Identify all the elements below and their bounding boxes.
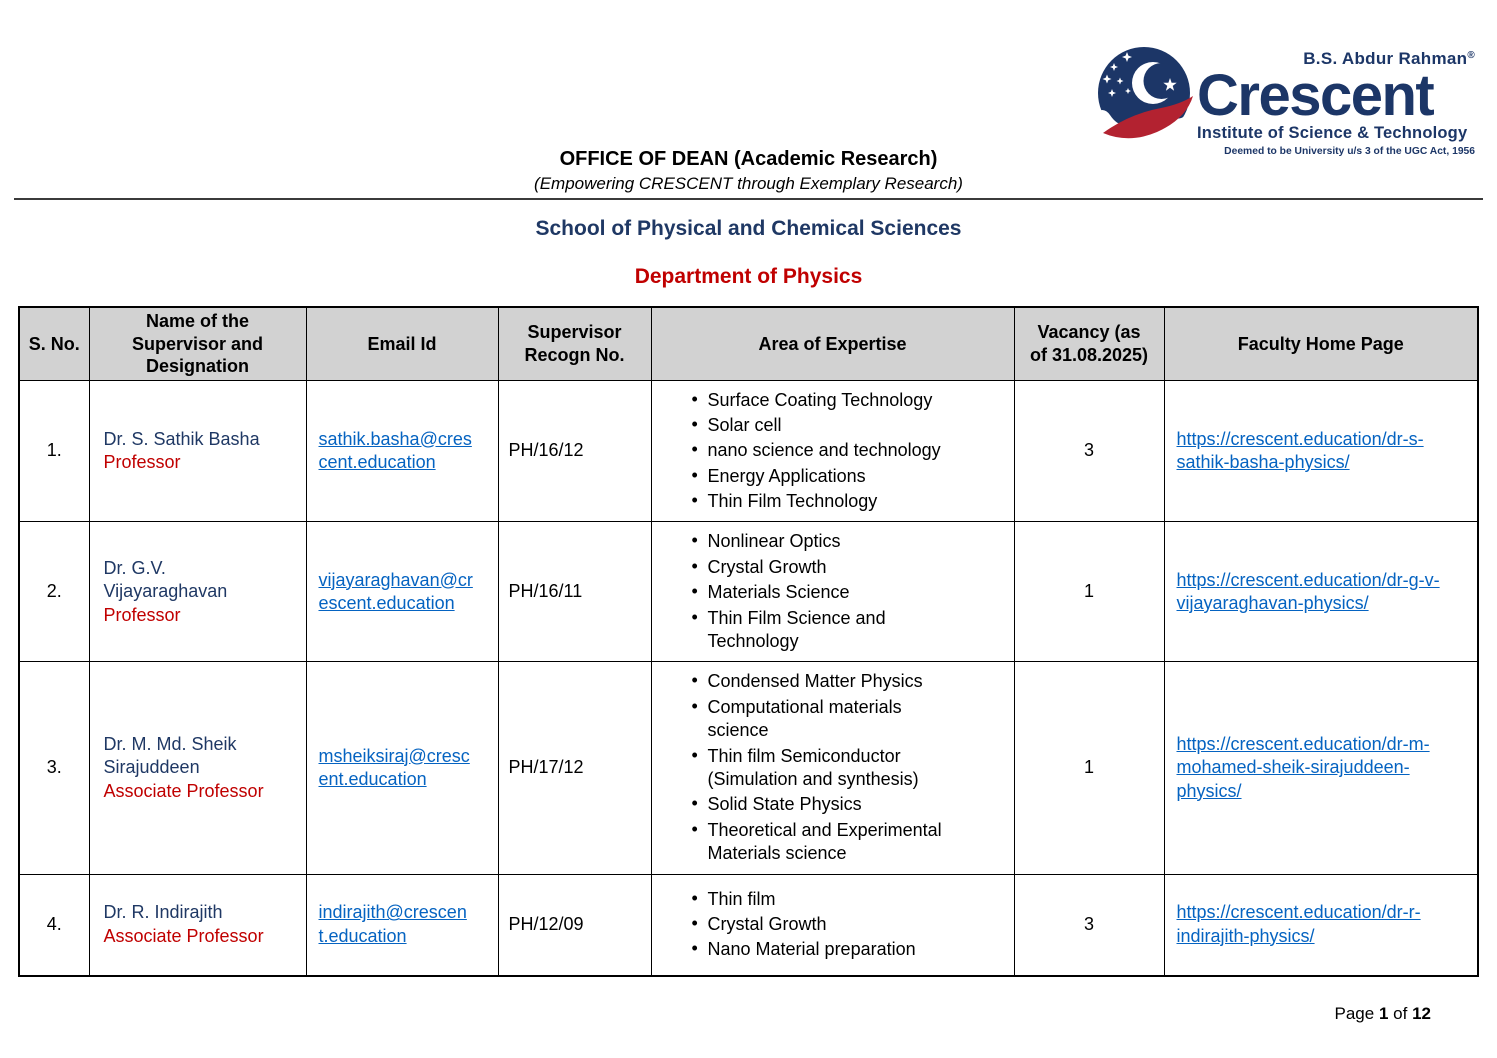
- supervisor-name: Dr. R. Indirajith: [103, 902, 223, 923]
- home-page-link[interactable]: https://crescent.education/dr-s-sathik-b…: [1176, 428, 1424, 472]
- cell-supervisor-name: Dr. M. Md. Sheik Sirajuddeen Associate P…: [88, 661, 307, 875]
- header-divider: [14, 198, 1483, 200]
- column-header: S. No.: [18, 306, 90, 381]
- expertise-item: Materials Science: [692, 580, 966, 604]
- cell-supervisor-name: Dr. S. Sathik Basha Professor: [88, 379, 307, 523]
- logo-brand-top-text: B.S. Abdur Rahman: [1303, 49, 1468, 68]
- expertise-item: Solar cell: [692, 413, 966, 437]
- expertise-item: Thin film Semiconductor (Simulation and …: [692, 744, 966, 792]
- cell-vacancy: 1: [1013, 661, 1165, 875]
- column-header: Supervisor Recogn No.: [497, 306, 652, 381]
- expertise-item: Theoretical and Experimental Materials s…: [692, 818, 966, 866]
- email-link[interactable]: indirajith@crescent.education: [318, 902, 467, 946]
- registered-trademark-icon: ®: [1467, 50, 1475, 61]
- cell-serial-number: 2.: [18, 521, 90, 663]
- supervisor-name: Dr. M. Md. Sheik Sirajuddeen: [103, 733, 237, 778]
- email-link[interactable]: msheiksiraj@crescent.education: [318, 745, 470, 789]
- cell-recogn-number: PH/16/11: [497, 521, 652, 663]
- crescent-logo-icon: [1093, 47, 1197, 151]
- cell-home-page: https://crescent.education/dr-g-v-vijaya…: [1163, 521, 1479, 663]
- cell-email: indirajith@crescent.education: [305, 873, 499, 977]
- supervisors-table: S. No. Name of the Supervisor and Designa…: [18, 306, 1479, 978]
- table-row: 3. Dr. M. Md. Sheik Sirajuddeen Associat…: [18, 661, 1479, 875]
- expertise-item: Thin Film Science and Technology: [692, 606, 966, 654]
- supervisor-designation: Associate Professor: [103, 780, 264, 801]
- cell-home-page: https://crescent.education/dr-m-mohamed-…: [1163, 661, 1479, 875]
- cell-vacancy: 1: [1013, 521, 1165, 663]
- expertise-item: nano science and technology: [692, 438, 966, 462]
- expertise-item: Nano Material preparation: [692, 937, 966, 961]
- footer-page-total: 12: [1412, 1004, 1431, 1023]
- home-page-link[interactable]: https://crescent.education/dr-g-v-vijaya…: [1176, 569, 1440, 613]
- cell-email: msheiksiraj@crescent.education: [305, 661, 499, 875]
- cell-expertise: Surface Coating TechnologySolar cellnano…: [650, 379, 1015, 523]
- logo-tagline: Deemed to be University u/s 3 of the UGC…: [1224, 146, 1475, 158]
- supervisor-designation: Associate Professor: [103, 925, 264, 946]
- footer-page-number: 1: [1378, 1004, 1389, 1023]
- expertise-item: Thin Film Technology: [692, 489, 966, 513]
- expertise-list: Nonlinear OpticsCrystal GrowthMaterials …: [652, 529, 966, 654]
- cell-vacancy: 3: [1013, 379, 1165, 523]
- column-header: Area of Expertise: [650, 306, 1015, 381]
- page-footer: Page 1 of 12: [1335, 1004, 1431, 1024]
- expertise-list: Surface Coating TechnologySolar cellnano…: [652, 387, 966, 514]
- expertise-item: Condensed Matter Physics: [692, 669, 966, 693]
- department-title: Department of Physics: [634, 265, 863, 288]
- home-page-link[interactable]: https://crescent.education/dr-m-mohamed-…: [1176, 733, 1430, 801]
- supervisor-designation: Professor: [103, 604, 181, 625]
- expertise-list: Condensed Matter PhysicsComputational ma…: [652, 669, 966, 866]
- cell-email: sathik.basha@crescent.education: [305, 379, 499, 523]
- column-header: Faculty Home Page: [1163, 306, 1479, 381]
- expertise-item: Solid State Physics: [692, 792, 966, 816]
- cell-supervisor-name: Dr. G.V. Vijayaraghavan Professor: [88, 521, 307, 663]
- column-header: Name of the Supervisor and Designation: [88, 306, 307, 381]
- logo-brand-name: Crescent: [1197, 62, 1435, 128]
- cell-email: vijayaraghavan@crescent.education: [305, 521, 499, 663]
- cell-expertise: Condensed Matter PhysicsComputational ma…: [650, 661, 1015, 875]
- supervisor-name: Dr. S. Sathik Basha: [103, 428, 260, 449]
- cell-expertise: Thin filmCrystal GrowthNano Material pre…: [650, 873, 1015, 977]
- cell-recogn-number: PH/17/12: [497, 661, 652, 875]
- cell-serial-number: 1.: [18, 379, 90, 523]
- institute-logo: B.S. Abdur Rahman® Crescent Institute of…: [1093, 44, 1481, 158]
- column-header: Vacancy (as of 31.08.2025): [1013, 306, 1165, 381]
- logo-brand-sub: Institute of Science & Technology: [1197, 124, 1468, 143]
- cell-home-page: https://crescent.education/dr-s-sathik-b…: [1163, 379, 1479, 523]
- logo-brand-top: B.S. Abdur Rahman®: [1197, 50, 1475, 68]
- home-page-link[interactable]: https://crescent.education/dr-r-indiraji…: [1176, 902, 1421, 946]
- email-link[interactable]: sathik.basha@crescent.education: [318, 428, 472, 472]
- footer-of-label: of: [1393, 1004, 1408, 1023]
- expertise-item: Crystal Growth: [692, 555, 966, 579]
- table-row: 2. Dr. G.V. Vijayaraghavan Professor vij…: [18, 521, 1479, 663]
- expertise-item: Energy Applications: [692, 464, 966, 488]
- supervisor-designation: Professor: [103, 451, 181, 472]
- cell-serial-number: 3.: [18, 661, 90, 875]
- expertise-item: Crystal Growth: [692, 912, 966, 936]
- office-title: OFFICE OF DEAN (Academic Research): [559, 148, 938, 170]
- cell-recogn-number: PH/16/12: [497, 379, 652, 523]
- email-link[interactable]: vijayaraghavan@crescent.education: [318, 569, 473, 613]
- cell-recogn-number: PH/12/09: [497, 873, 652, 977]
- cell-supervisor-name: Dr. R. Indirajith Associate Professor: [88, 873, 307, 977]
- table-row: 4. Dr. R. Indirajith Associate Professor…: [18, 873, 1479, 977]
- school-title: School of Physical and Chemical Sciences: [535, 217, 962, 240]
- expertise-item: Nonlinear Optics: [692, 529, 966, 553]
- expertise-item: Computational materials science: [692, 695, 966, 743]
- office-subtitle: (Empowering CRESCENT through Exemplary R…: [534, 174, 963, 193]
- column-header: Email Id: [305, 306, 499, 381]
- footer-page-label: Page: [1334, 1004, 1375, 1023]
- cell-serial-number: 4.: [18, 873, 90, 977]
- cell-expertise: Nonlinear OpticsCrystal GrowthMaterials …: [650, 521, 1015, 663]
- table-row: 1. Dr. S. Sathik Basha Professor sathik.…: [18, 379, 1479, 523]
- expertise-list: Thin filmCrystal GrowthNano Material pre…: [652, 887, 966, 962]
- expertise-item: Surface Coating Technology: [692, 387, 966, 412]
- supervisor-name: Dr. G.V. Vijayaraghavan: [103, 557, 228, 602]
- cell-home-page: https://crescent.education/dr-r-indiraji…: [1163, 873, 1479, 977]
- logo-text-block: B.S. Abdur Rahman® Crescent Institute of…: [1197, 44, 1475, 158]
- expertise-item: Thin film: [692, 887, 966, 911]
- cell-vacancy: 3: [1013, 873, 1165, 977]
- table-header-row: S. No. Name of the Supervisor and Designa…: [18, 306, 1479, 381]
